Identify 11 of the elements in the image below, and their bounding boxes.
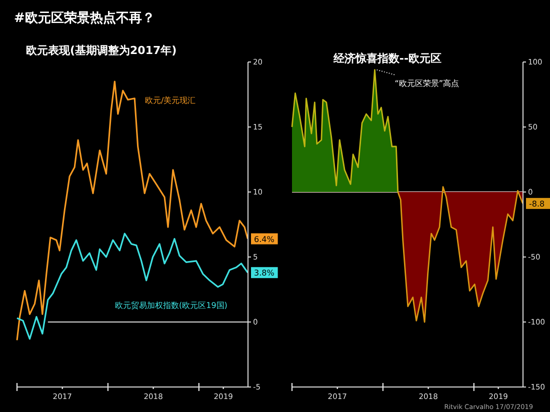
data-label: -8.8 bbox=[529, 199, 545, 208]
chart-title: #欧元区荣景热点不再？ bbox=[14, 10, 155, 26]
chart-subtitle: 欧元表现(基期调整为2017年) bbox=[26, 44, 177, 57]
data-label: 3.8% bbox=[254, 268, 275, 278]
data-label: 6.4% bbox=[254, 234, 275, 244]
text: 欧元贸易加权指数(欧元区19国) bbox=[115, 301, 228, 310]
line-series bbox=[16, 232, 249, 340]
chart-title: 经济惊喜指数--欧元区 bbox=[332, 52, 442, 65]
series-label: 欧元/美元现汇 bbox=[145, 96, 196, 105]
line-series bbox=[16, 80, 249, 341]
annotation: “欧元区荣景”高点 bbox=[394, 78, 460, 88]
